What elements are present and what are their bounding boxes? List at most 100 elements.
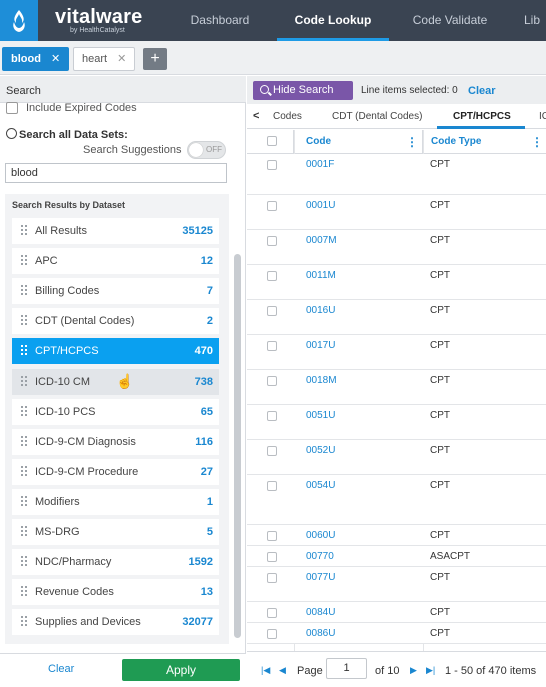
drag-handle-icon[interactable] [21,556,28,568]
dataset-item[interactable]: All Results 35125 [12,218,219,244]
page-number-input[interactable]: 1 [326,658,367,679]
row-checkbox[interactable] [267,376,277,386]
row-checkbox[interactable] [267,160,277,170]
close-icon[interactable]: ✕ [117,53,127,65]
table-row[interactable]: 0054U CPT [247,475,546,525]
column-header-code-type[interactable]: Code Type ⋮ [423,130,546,154]
code-link[interactable]: 0052U [306,445,336,456]
row-checkbox[interactable] [267,201,277,211]
code-link[interactable]: 0084U [306,607,336,618]
code-link[interactable]: 0016U [306,305,336,316]
table-row[interactable]: 0001U CPT [247,195,546,230]
nav-library[interactable]: Lib [524,13,541,27]
tab-codes[interactable]: Codes [273,111,302,122]
last-page-icon[interactable]: ▶| [426,665,436,675]
code-link[interactable]: 0017U [306,340,336,351]
row-checkbox[interactable] [267,446,277,456]
first-page-icon[interactable]: |◀ [261,665,271,675]
row-checkbox[interactable] [267,552,277,562]
dataset-item[interactable]: Supplies and Devices 32077 [12,609,219,636]
checkbox-icon[interactable] [6,102,18,115]
table-row[interactable]: 0011M CPT [247,265,546,300]
dataset-item[interactable]: ICD-10 PCS 65 [12,398,219,425]
column-menu-icon[interactable]: ⋮ [406,135,418,149]
row-checkbox[interactable] [267,608,277,618]
code-link[interactable]: 0001U [306,200,336,211]
dataset-item[interactable]: CPT/HCPCS 470 [12,338,219,365]
hide-search-button[interactable]: Hide Search [253,81,353,100]
select-all-checkbox[interactable] [267,136,277,146]
table-row[interactable]: 00770 ASACPT [247,546,546,567]
code-link[interactable]: 00770 [306,551,334,562]
row-checkbox[interactable] [267,481,277,491]
dataset-item[interactable]: Modifiers 1 [12,488,219,515]
drag-handle-icon[interactable] [21,526,28,538]
dataset-item[interactable]: NDC/Pharmacy 1592 [12,549,219,576]
code-link[interactable]: 0051U [306,410,336,421]
row-checkbox[interactable] [267,341,277,351]
dataset-item[interactable]: Billing Codes 7 [12,278,219,305]
code-link[interactable]: 0054U [306,480,336,491]
table-row[interactable]: 0086U CPT [247,623,546,644]
code-link[interactable]: 0011M [306,270,336,281]
table-row[interactable]: 0017U CPT [247,335,546,370]
code-link[interactable]: 0018M [306,375,337,386]
drag-handle-icon[interactable] [21,315,28,327]
nav-code-validate[interactable]: Code Validate [412,13,488,27]
table-row[interactable]: 0051U CPT [247,405,546,440]
search-input[interactable] [5,163,227,183]
dataset-item[interactable]: Revenue Codes 13 [12,579,219,606]
search-tab-blood[interactable]: blood ✕ [2,47,70,71]
row-checkbox[interactable] [267,306,277,316]
close-icon[interactable]: ✕ [50,53,61,65]
row-checkbox[interactable] [267,531,277,541]
table-row[interactable]: 0077U CPT [247,567,546,602]
drag-handle-icon[interactable] [21,285,28,297]
row-checkbox[interactable] [267,629,277,639]
column-header-code[interactable]: Code ⋮ [294,130,423,154]
include-expired-codes[interactable]: Include Expired Codes [6,102,137,115]
drag-handle-icon[interactable] [21,225,28,237]
tab-icd[interactable]: IC [539,111,546,122]
dataset-item[interactable]: MS-DRG 5 [12,519,219,545]
chevron-left-icon[interactable]: < [253,110,260,122]
add-search-tab-button[interactable]: + [143,48,167,70]
drag-handle-icon[interactable] [21,435,28,448]
table-row[interactable]: 0016U CPT [247,300,546,335]
table-row[interactable]: 0007M CPT [247,230,546,265]
dataset-item[interactable]: ICD-9-CM Diagnosis 116 [12,428,219,455]
row-checkbox[interactable] [267,411,277,421]
dataset-item[interactable]: ICD-9-CM Procedure 27 [12,458,219,485]
dataset-item[interactable]: CDT (Dental Codes) 2 [12,308,219,335]
results-scrollbar[interactable] [234,254,241,638]
row-checkbox[interactable] [267,271,277,281]
code-link[interactable]: 0086U [306,628,336,639]
drag-handle-icon[interactable] [21,586,28,598]
drag-handle-icon[interactable] [21,375,28,388]
prev-page-icon[interactable]: ◀ [279,665,286,675]
column-menu-icon[interactable]: ⋮ [531,135,543,149]
code-link[interactable]: 0001F [306,159,335,170]
code-link[interactable]: 0077U [306,572,336,583]
nav-dashboard[interactable]: Dashboard [190,13,250,27]
dataset-item[interactable]: ICD-10 CM 738 ☝ [12,368,219,395]
drag-handle-icon[interactable] [21,495,28,508]
row-checkbox[interactable] [267,236,277,246]
logo[interactable] [0,0,38,41]
search-suggestions-toggle[interactable]: OFF [187,141,226,159]
table-row[interactable]: 0060U CPT [247,525,546,546]
table-row[interactable]: 0018M CPT [247,370,546,405]
drag-handle-icon[interactable] [21,616,28,628]
clear-selection-link[interactable]: Clear [468,85,496,97]
table-row[interactable]: 0001F CPT [247,154,546,195]
table-row[interactable]: 0084U CPT [247,602,546,623]
search-tab-heart[interactable]: heart ✕ [73,47,136,71]
drag-handle-icon[interactable] [21,405,28,418]
apply-button[interactable]: Apply [122,659,240,681]
tab-cdt-dental-codes[interactable]: CDT (Dental Codes) [332,111,423,122]
clear-button[interactable]: Clear [48,663,75,675]
code-link[interactable]: 0007M [306,235,337,246]
dataset-item[interactable]: APC 12 [12,248,219,275]
drag-handle-icon[interactable] [21,465,28,478]
code-link[interactable]: 0060U [306,530,336,541]
